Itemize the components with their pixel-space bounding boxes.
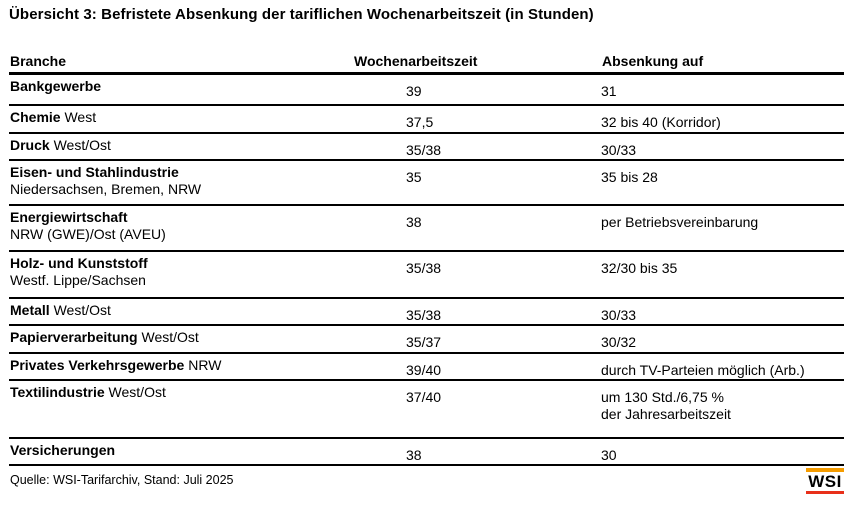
wsi-logo-top-bar (806, 468, 844, 472)
table-row: Druck West/Ost 35/38 30/33 (9, 134, 844, 161)
branch-cell: Druck West/Ost (9, 134, 406, 159)
reduction-cell: per Betriebsvereinbarung (601, 206, 844, 250)
reduction-cell: 35 bis 28 (601, 161, 844, 204)
page-title: Übersicht 3: Befristete Absenkung der ta… (9, 6, 594, 23)
branch-region: West/Ost (49, 302, 111, 318)
table-header-row: Branche Wochenarbeitszeit Absenkung auf (9, 53, 844, 75)
reduction-cell: 32/30 bis 35 (601, 252, 844, 297)
branch-region: West/Ost (49, 137, 111, 153)
column-header-branche: Branche (10, 53, 67, 69)
reduction-line1: um 130 Std./6,75 % (601, 389, 724, 405)
column-header-wochenarbeitszeit: Wochenarbeitszeit (354, 53, 478, 69)
branch-cell: Metall West/Ost (9, 299, 406, 324)
weekly-hours-cell: 35/38 (406, 307, 442, 323)
branch-cell: Versicherungen (9, 439, 406, 464)
reduction-line1: 30 (601, 447, 617, 463)
table-row: Chemie West 37,5 32 bis 40 (Korridor) (9, 106, 844, 134)
branch-cell: Energiewirtschaft NRW (GWE)/Ost (AVEU) (9, 206, 406, 250)
branch-cell: Textilindustrie West/Ost (9, 381, 406, 437)
branch-region: West/Ost (137, 329, 199, 345)
table-row: Holz- und Kunststoff Westf. Lippe/Sachse… (9, 252, 844, 299)
reduction-cell: 30/33 (601, 299, 844, 324)
reduction-line1: 30/33 (601, 307, 637, 323)
table-row: Versicherungen 38 30 (9, 439, 844, 466)
weekly-hours-cell: 37/40 (406, 389, 442, 405)
branch-cell: Bankgewerbe (9, 75, 406, 104)
table-row: Privates Verkehrsgewerbe NRW 39/40 durch… (9, 354, 844, 381)
weekly-hours-cell: 38 (406, 214, 422, 230)
reduction-cell: durch TV-Parteien möglich (Arb.) (601, 354, 844, 379)
weekly-hours-cell: 35/37 (406, 334, 442, 350)
reduction-cell: 31 (601, 75, 844, 104)
branch-region: West (60, 109, 97, 125)
branch-cell: Eisen- und Stahlindustrie Niedersachsen,… (9, 161, 406, 204)
table-row: Energiewirtschaft NRW (GWE)/Ost (AVEU) 3… (9, 206, 844, 252)
branch-name: Metall (10, 302, 50, 318)
branch-name: Privates Verkehrsgewerbe (10, 357, 185, 373)
branch-cell: Chemie West (9, 106, 406, 132)
branch-name: Druck (10, 137, 50, 153)
wsi-logo-text: WSI (808, 472, 842, 491)
branch-name: Chemie (10, 109, 61, 125)
branch-subline: Westf. Lippe/Sachsen (10, 272, 146, 288)
weekly-hours-cell: 38 (406, 447, 422, 463)
branch-name: Textilindustrie (10, 384, 105, 400)
branch-region: NRW (184, 357, 222, 373)
branch-cell: Papierverarbeitung West/Ost (9, 326, 406, 352)
reduction-line1: 32 bis 40 (Korridor) (601, 114, 721, 130)
reduction-line1: durch TV-Parteien möglich (Arb.) (601, 362, 805, 378)
wsi-logo: WSI (806, 468, 844, 494)
reduction-cell: 30 (601, 439, 844, 464)
branch-name: Holz- und Kunststoff (10, 255, 148, 271)
reduction-cell: um 130 Std./6,75 % der Jahresarbeitszeit (601, 381, 844, 437)
branch-region: West/Ost (104, 384, 166, 400)
table-row: Textilindustrie West/Ost 37/40 um 130 St… (9, 381, 844, 439)
weekly-hours-cell: 37,5 (406, 114, 434, 130)
table-row: Bankgewerbe 39 31 (9, 75, 844, 106)
reduction-cell: 30/33 (601, 134, 844, 159)
column-header-absenkung-auf: Absenkung auf (602, 53, 704, 69)
reduction-line1: 30/33 (601, 142, 637, 158)
reduction-cell: 30/32 (601, 326, 844, 352)
table-row: Papierverarbeitung West/Ost 35/37 30/32 (9, 326, 844, 354)
weekly-hours-cell: 35/38 (406, 142, 442, 158)
reduction-line1: 35 bis 28 (601, 169, 658, 185)
source-note: Quelle: WSI-Tarifarchiv, Stand: Juli 202… (10, 473, 234, 487)
wsi-logo-bottom-bar (806, 491, 844, 494)
branch-name: Bankgewerbe (10, 78, 102, 94)
weekly-hours-cell: 35/38 (406, 260, 442, 276)
weekly-hours-cell: 39 (406, 83, 422, 99)
reduction-line1: 31 (601, 83, 617, 99)
branch-cell: Holz- und Kunststoff Westf. Lippe/Sachse… (9, 252, 406, 297)
reduction-line1: 30/32 (601, 334, 637, 350)
branch-name: Eisen- und Stahlindustrie (10, 164, 179, 180)
reduction-cell: 32 bis 40 (Korridor) (601, 106, 844, 132)
branch-subline: Niedersachsen, Bremen, NRW (10, 181, 202, 197)
branch-name: Energiewirtschaft (10, 209, 128, 225)
weekly-hours-cell: 35 (406, 169, 422, 185)
table-row: Eisen- und Stahlindustrie Niedersachsen,… (9, 161, 844, 206)
weekly-hours-cell: 39/40 (406, 362, 442, 378)
table-row: Metall West/Ost 35/38 30/33 (9, 299, 844, 326)
table-body: Bankgewerbe 39 31 Chemie West 37,5 32 bi… (9, 75, 844, 466)
branch-cell: Privates Verkehrsgewerbe NRW (9, 354, 406, 379)
reduction-table: Branche Wochenarbeitszeit Absenkung auf … (9, 53, 844, 466)
reduction-line1: 32/30 bis 35 (601, 260, 678, 276)
reduction-line2: der Jahresarbeitszeit (601, 406, 731, 422)
branch-subline: NRW (GWE)/Ost (AVEU) (10, 226, 166, 242)
reduction-line1: per Betriebsvereinbarung (601, 214, 759, 230)
branch-name: Versicherungen (10, 442, 116, 458)
branch-name: Papierverarbeitung (10, 329, 138, 345)
